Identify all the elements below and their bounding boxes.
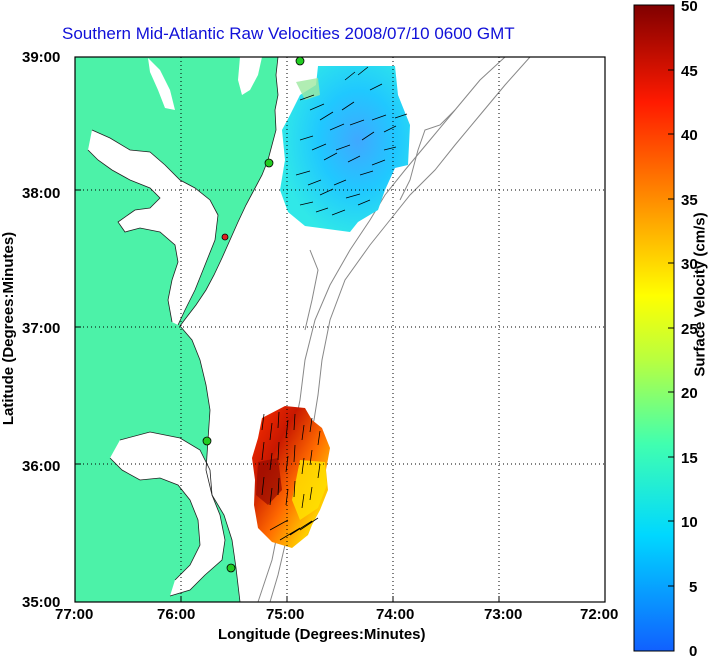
station-marker [264,158,274,168]
x-tick: 73:00 [484,606,523,623]
colorbar-tick: 5 [689,579,698,596]
bay-inlet [148,58,175,110]
colorbar-ticks [668,69,674,587]
y-tick: 36:00 [22,458,61,475]
y-tick: 39:00 [22,49,61,66]
colorbar-tick: 40 [681,127,698,144]
x-axis-label: Longitude (Degrees:Minutes) [218,626,426,643]
colorbar-tick: 30 [681,256,698,273]
station-marker [226,563,236,573]
x-tick: 74:00 [376,606,415,623]
colorbar-tick: 15 [681,450,698,467]
colorbar-tick: 10 [681,514,698,531]
x-tick: 76:00 [157,606,196,623]
shoreline [87,56,279,603]
map-title: Southern Mid-Atlantic Raw Velocities 200… [62,24,515,43]
x-tick: 72:00 [580,606,619,623]
station-marker [295,56,305,66]
grid [75,57,605,602]
colorbar-tick: 25 [681,321,698,338]
x-tick: 77:00 [55,606,94,623]
chesapeake-bay [88,130,218,325]
y-tick: 35:00 [22,594,61,611]
colorbar-tick: 20 [681,385,698,402]
plot-frame [74,56,606,603]
station-marker [202,436,212,446]
axis-ticks [75,189,500,602]
delaware-bay [238,57,262,95]
north-field-shallow [296,78,320,100]
colorbar-tick: 50 [681,0,698,15]
colorbar-tick: 0 [689,643,698,660]
y-tick: 37:00 [22,320,61,337]
y-tick: 38:00 [22,185,61,202]
colorbar-tick: 35 [681,192,698,209]
north-velocity-field [280,66,410,232]
colorbar [633,4,675,652]
north-vectors [295,66,408,216]
pamlico-sound [110,432,225,596]
colorbar-tick: 45 [681,63,698,80]
station-marker-alert [221,233,229,241]
x-tick: 75:00 [266,606,305,623]
